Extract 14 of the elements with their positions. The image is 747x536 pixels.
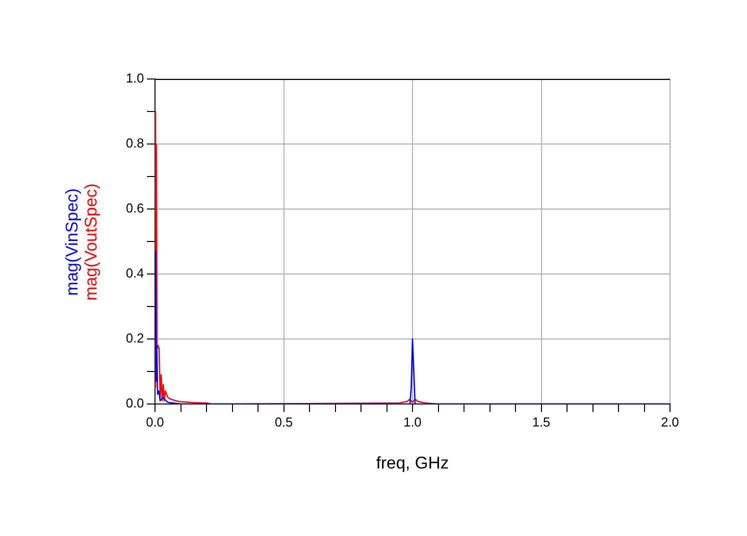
x-tick-label: 2.0 xyxy=(660,414,680,430)
y-tick-label: 0.8 xyxy=(126,136,144,151)
y-tick-label: 0.4 xyxy=(126,266,144,281)
x-tick-label: 0.0 xyxy=(146,414,164,430)
x-tick-label: 1.5 xyxy=(532,414,550,430)
y-tick-label: 0.0 xyxy=(126,396,144,411)
y-tick-label: 0.6 xyxy=(126,200,144,216)
y-tick-label: 1.0 xyxy=(126,70,144,86)
x-tick-label: 0.5 xyxy=(274,414,293,430)
x-axis-title: freq, GHz xyxy=(376,454,449,473)
y-tick-label: 0.2 xyxy=(126,330,144,346)
text: mag(VoutSpec) xyxy=(82,183,101,301)
x-tick-label: 1.0 xyxy=(403,414,422,430)
text: mag(VinSpec) xyxy=(62,188,82,296)
